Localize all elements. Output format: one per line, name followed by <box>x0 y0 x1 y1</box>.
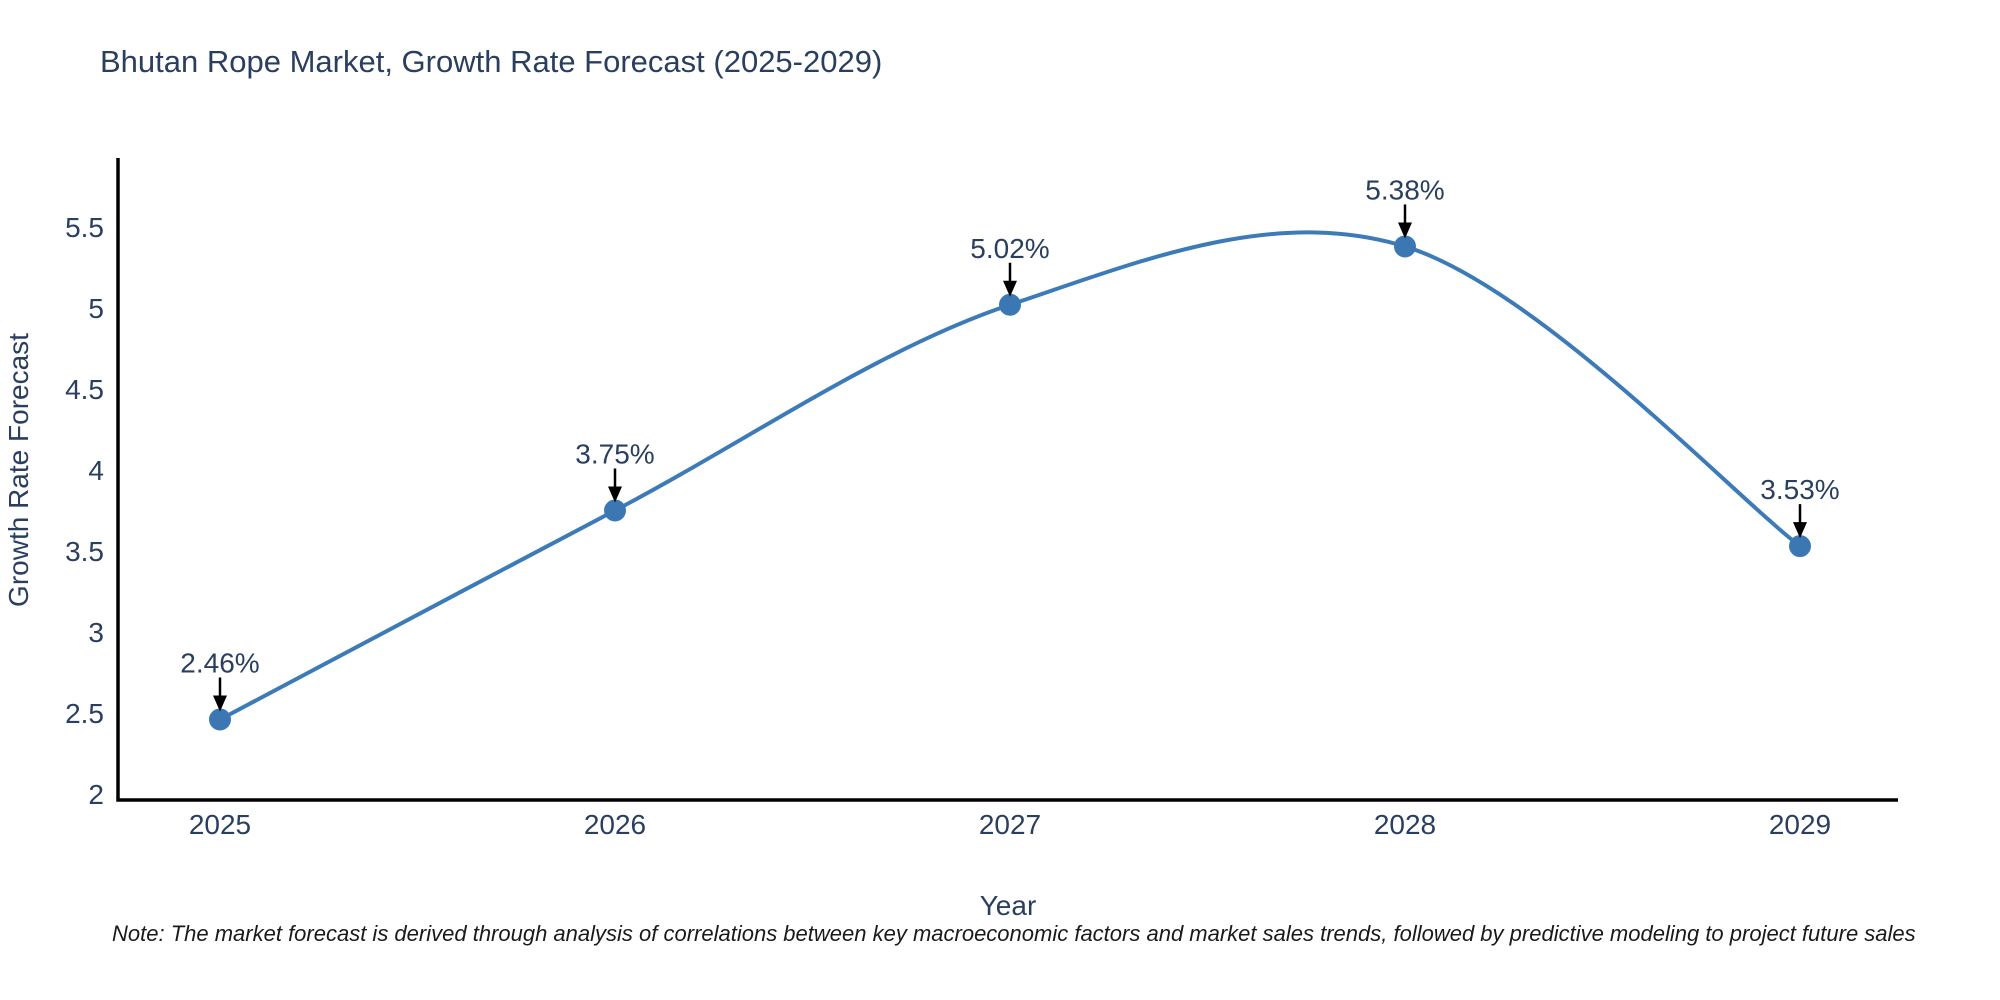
annotation-label: 5.02% <box>970 233 1049 264</box>
annotation-label: 3.75% <box>575 439 654 470</box>
data-point-marker <box>209 708 231 731</box>
footnote: Note: The market forecast is derived thr… <box>112 921 1916 946</box>
x-tick-label: 2029 <box>1769 809 1831 840</box>
annotation-arrowhead <box>1398 222 1412 239</box>
point-annotations: 2.46% 3.75% 5.02% 5.38% 3.53% <box>180 174 1840 712</box>
x-tick-label: 2025 <box>189 809 251 840</box>
annotation-arrowhead <box>213 695 227 712</box>
x-axis-tick-labels: 2025 2026 2027 2028 2029 <box>189 809 1831 840</box>
chart-title: Bhutan Rope Market, Growth Rate Forecast… <box>100 44 882 79</box>
data-point-marker <box>1789 535 1811 558</box>
axis-lines <box>116 158 1898 802</box>
x-tick-label: 2028 <box>1374 809 1436 840</box>
annotation-arrowhead <box>1003 280 1017 297</box>
annotation-label: 5.38% <box>1365 174 1444 205</box>
y-axis-title: Growth Rate Forecast <box>3 333 34 607</box>
x-axis-title: Year <box>980 890 1037 921</box>
y-tick-label: 3 <box>88 617 104 648</box>
series-group <box>209 230 1811 731</box>
y-tick-label: 3.5 <box>65 536 104 567</box>
x-tick-label: 2027 <box>979 809 1041 840</box>
data-point-marker <box>999 293 1021 316</box>
annotation-label: 3.53% <box>1760 474 1839 505</box>
y-axis-tick-labels: 2 2.5 3 3.5 4 4.5 5 5.5 <box>65 212 104 810</box>
y-tick-label: 4 <box>88 455 104 486</box>
data-point-marker <box>1394 235 1416 258</box>
annotation-arrowhead <box>608 486 622 503</box>
y-tick-label: 4.5 <box>65 374 104 405</box>
y-tick-label: 2 <box>88 779 104 810</box>
data-point-marker <box>604 499 626 522</box>
y-tick-label: 5.5 <box>65 212 104 243</box>
y-tick-label: 5 <box>88 293 104 324</box>
y-tick-label: 2.5 <box>65 698 104 729</box>
annotation-label: 2.46% <box>180 647 259 678</box>
annotation-arrowhead <box>1793 522 1807 539</box>
x-tick-label: 2026 <box>584 809 646 840</box>
